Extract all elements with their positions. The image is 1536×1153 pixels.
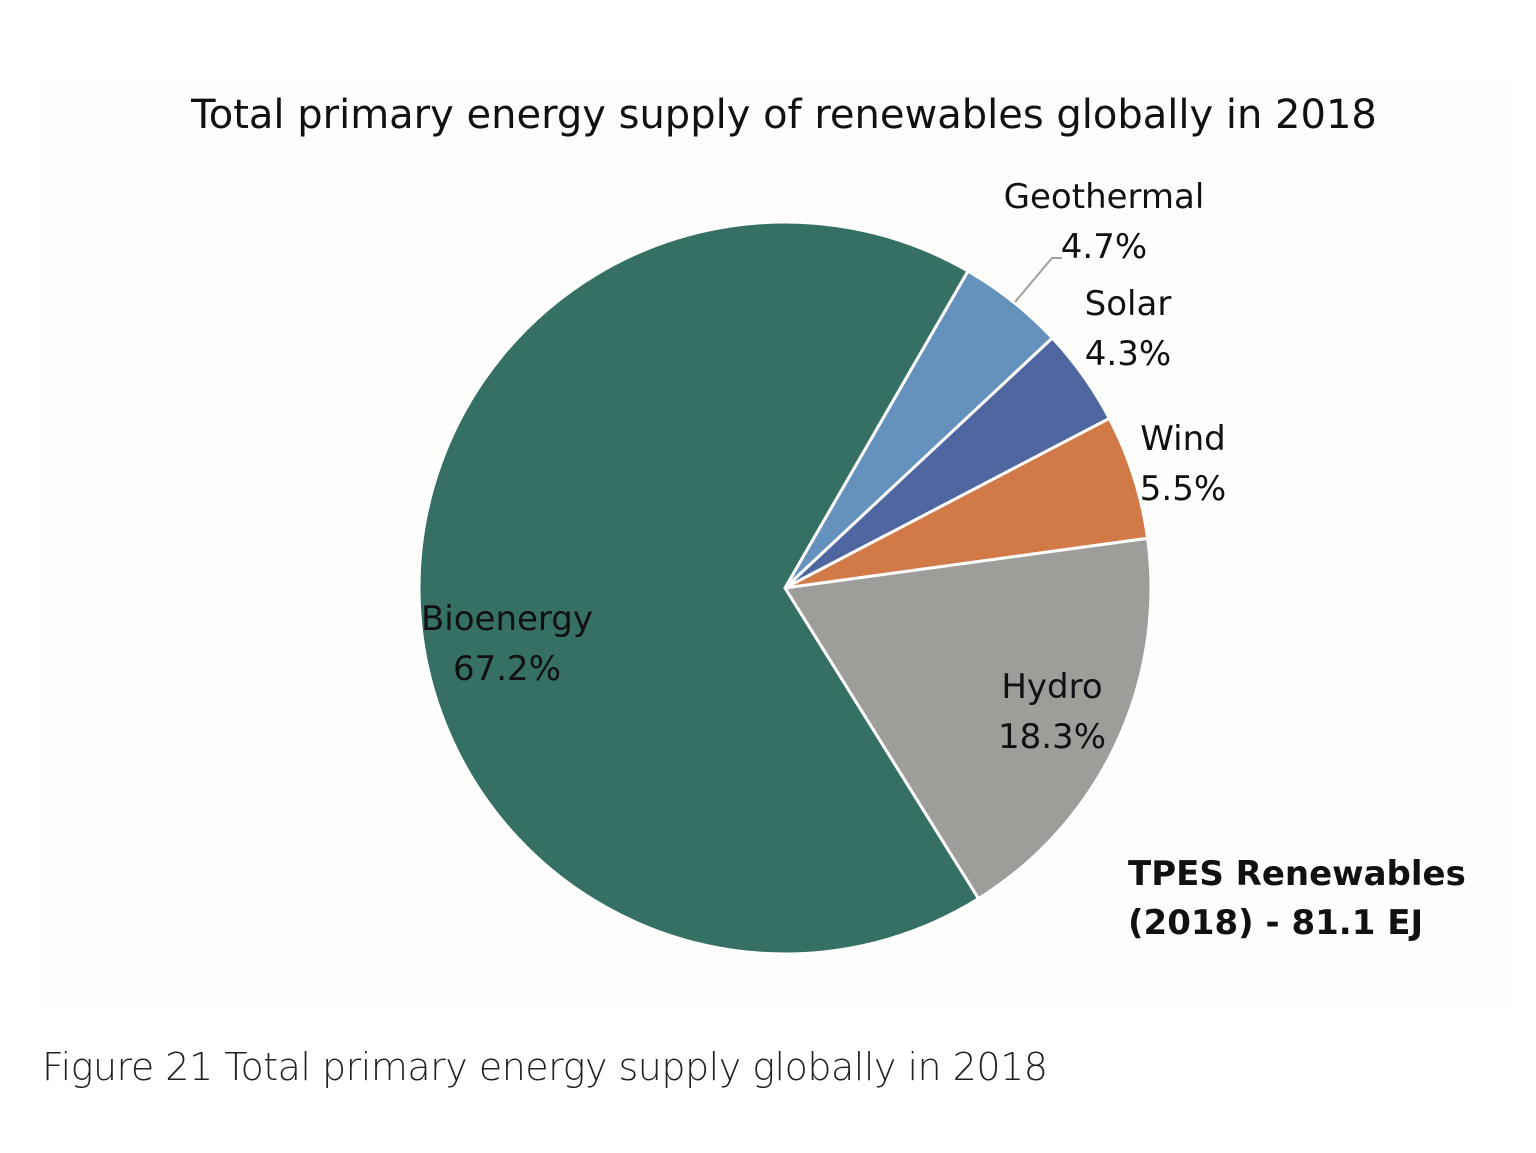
data-label-solar-name: Solar <box>1085 284 1172 324</box>
data-label-solar-value: 4.3% <box>1085 334 1171 374</box>
chart-title: Total primary energy supply of renewable… <box>190 92 1377 138</box>
annotation-line-1: TPES Renewables <box>1128 854 1466 894</box>
pie-slice-bioenergy <box>417 220 981 956</box>
data-label-bioenergy-name: Bioenergy <box>421 599 593 639</box>
data-label-wind-value: 5.5% <box>1140 469 1226 509</box>
pie-slice-hydro <box>782 536 1153 901</box>
data-label-geothermal-value: 4.7% <box>1061 227 1147 267</box>
data-label-hydro-value: 18.3% <box>998 717 1106 757</box>
data-label-wind-name: Wind <box>1140 419 1225 459</box>
pie-chart: Total primary energy supply of renewable… <box>190 92 1466 956</box>
data-label-hydro-name: Hydro <box>1001 667 1102 707</box>
figure-caption: Figure 21 Total primary energy supply gl… <box>42 1045 1048 1089</box>
data-label-bioenergy-value: 67.2% <box>453 649 561 689</box>
data-label-geothermal-name: Geothermal <box>1004 177 1205 217</box>
annotation-line-2: (2018) - 81.1 EJ <box>1128 903 1423 943</box>
geothermal-leader-line <box>1014 257 1062 303</box>
